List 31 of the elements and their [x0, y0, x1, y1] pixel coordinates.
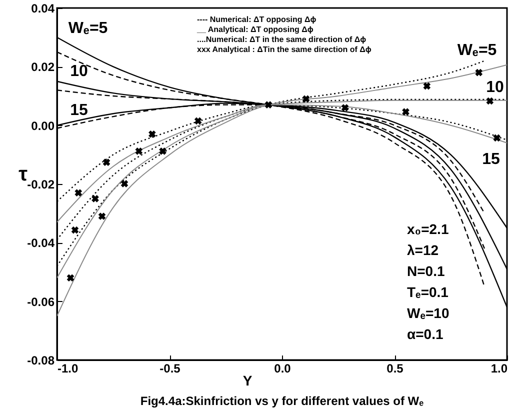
- annotation: 10: [486, 79, 504, 96]
- annotation: Wₑ=5: [457, 42, 497, 59]
- y-tick-label: 0.04: [31, 2, 55, 16]
- y-tick-label: 0.00: [31, 118, 55, 133]
- annotation: xxx Analytical : ΔTin the same direction of Δϕ: [197, 45, 372, 54]
- x-tick-label: -0.5: [160, 362, 181, 376]
- text: Fig4.4a:Skinfriction vs y for different values of Wₑ: [140, 394, 424, 408]
- x-tick-label: -1.0: [58, 362, 79, 376]
- annotation: Wₑ=10: [407, 305, 450, 321]
- y-tick-label: -0.08: [27, 354, 55, 368]
- y-axis-title: τ: [18, 164, 28, 186]
- annotation: __ Analytical: ΔT opposing Δϕ: [196, 25, 314, 34]
- annotation: 15: [70, 102, 88, 119]
- annotation: 10: [70, 63, 88, 80]
- annotation: 15: [482, 151, 500, 168]
- y-tick-label: -0.06: [27, 294, 55, 309]
- annotation: Tₑ=0.1: [407, 284, 449, 300]
- annotation: λ=12: [407, 242, 439, 258]
- y-tick-label: -0.02: [27, 178, 55, 192]
- annotation: ---- Numerical: ΔT opposing Δϕ: [197, 15, 316, 24]
- annotation: ....Numerical: ΔT in the same direction of Δϕ: [197, 35, 366, 44]
- y-tick-label: -0.04: [27, 236, 55, 250]
- annotation: N=0.1: [407, 263, 445, 279]
- x-tick-label: 0.0: [274, 362, 292, 376]
- x-tick-label: 0.5: [386, 362, 404, 376]
- annotation: x₀=2.1: [407, 221, 449, 237]
- annotation: Wₑ=5: [68, 20, 108, 37]
- y-tick-label: 0.02: [31, 60, 55, 74]
- x-axis-title: Y: [242, 372, 253, 388]
- annotation: α=0.1: [407, 326, 444, 342]
- x-tick-label: 1.0: [490, 362, 508, 376]
